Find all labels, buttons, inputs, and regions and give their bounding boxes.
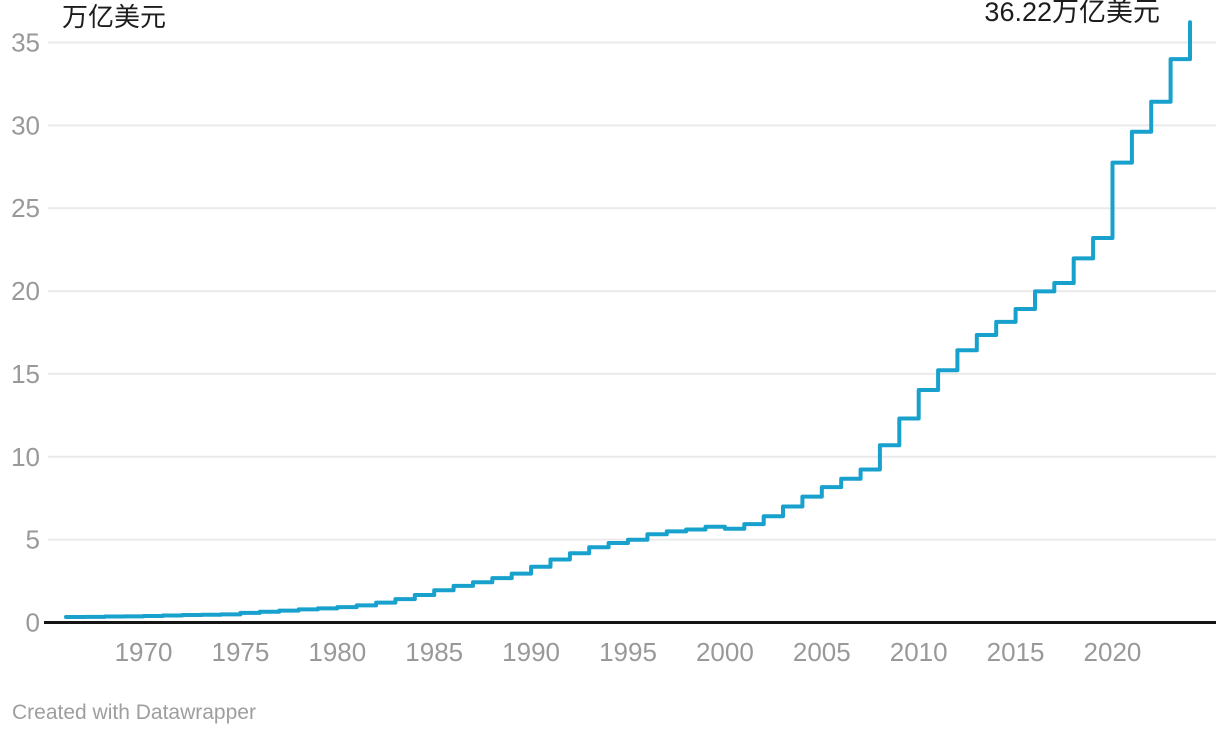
x-tick-label-1995: 1995: [599, 637, 657, 667]
x-tick-label-1990: 1990: [502, 637, 560, 667]
x-tick-label-1975: 1975: [211, 637, 269, 667]
x-tick-label-1980: 1980: [308, 637, 366, 667]
latest-value-annotation: 36.22万亿美元: [984, 0, 1160, 27]
x-tick-label-2015: 2015: [987, 637, 1045, 667]
datawrapper-attribution-link[interactable]: Created with Datawrapper: [12, 701, 256, 724]
y-tick-label-35: 35: [11, 28, 40, 58]
y-tick-label-30: 30: [11, 110, 40, 140]
x-tick-label-2005: 2005: [793, 637, 851, 667]
y-tick-label-5: 5: [26, 525, 40, 555]
y-tick-label-0: 0: [26, 608, 40, 638]
debt-series-line: [64, 20, 1192, 619]
x-tick-label-2010: 2010: [890, 637, 948, 667]
y-tick-label-15: 15: [11, 359, 40, 389]
y-axis-unit-label: 万亿美元: [62, 2, 167, 32]
y-tick-label-20: 20: [11, 276, 40, 306]
x-tick-label-1970: 1970: [115, 637, 173, 667]
x-tick-label-2000: 2000: [696, 637, 754, 667]
y-tick-label-10: 10: [11, 442, 40, 472]
y-tick-label-25: 25: [11, 193, 40, 223]
x-tick-label-1985: 1985: [405, 637, 463, 667]
x-tick-label-2020: 2020: [1084, 637, 1142, 667]
